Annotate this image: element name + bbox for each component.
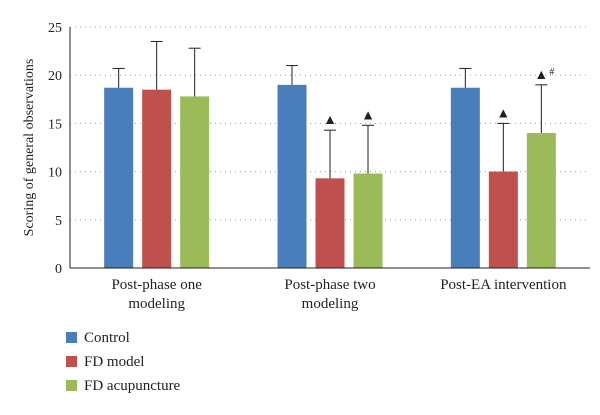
y-axis-label: Scoring of general observations (22, 59, 37, 237)
x-tick-label: Post-EA intervention (440, 277, 567, 293)
significance-triangle: ▲ (323, 113, 337, 128)
significance-triangle: ▲ (496, 106, 510, 121)
x-tick-label: Post-phase one (111, 277, 202, 293)
bar (526, 133, 556, 268)
legend-label: FD model (84, 354, 144, 370)
legend-swatch (66, 380, 77, 391)
bar (104, 87, 134, 269)
y-tick-label: 20 (48, 69, 62, 84)
y-tick-label: 0 (55, 262, 62, 277)
error-bars (112, 40, 548, 179)
bars (104, 84, 556, 269)
y-tick-label: 25 (48, 21, 62, 36)
significance-hash: # (549, 67, 554, 78)
bar (315, 178, 345, 268)
bar (180, 96, 210, 269)
bar (353, 173, 383, 268)
legend: Control FD model FD acupuncture (66, 330, 181, 394)
y-tick-label: 15 (48, 117, 62, 132)
legend-swatch (66, 356, 77, 367)
legend-label: FD acupuncture (84, 378, 181, 394)
y-tick-label: 10 (48, 166, 62, 181)
bar (142, 89, 172, 268)
significance-triangle: ▲ (534, 68, 548, 83)
significance-markers: ▲ ▲ ▲▲ # (323, 67, 554, 128)
bar (450, 87, 480, 269)
bar (277, 84, 307, 268)
legend-swatch (66, 332, 77, 343)
x-tick-label: Post-phase two (284, 277, 375, 293)
bar (488, 171, 518, 268)
x-tick-label: modeling (128, 296, 185, 312)
axes: 0 5 10 15 20 25 Scoring of general observation… (22, 21, 590, 312)
legend-label: Control (84, 330, 130, 346)
significance-triangle: ▲ (361, 108, 375, 123)
y-tick-label: 5 (55, 214, 62, 229)
x-tick-label: modeling (302, 296, 359, 312)
